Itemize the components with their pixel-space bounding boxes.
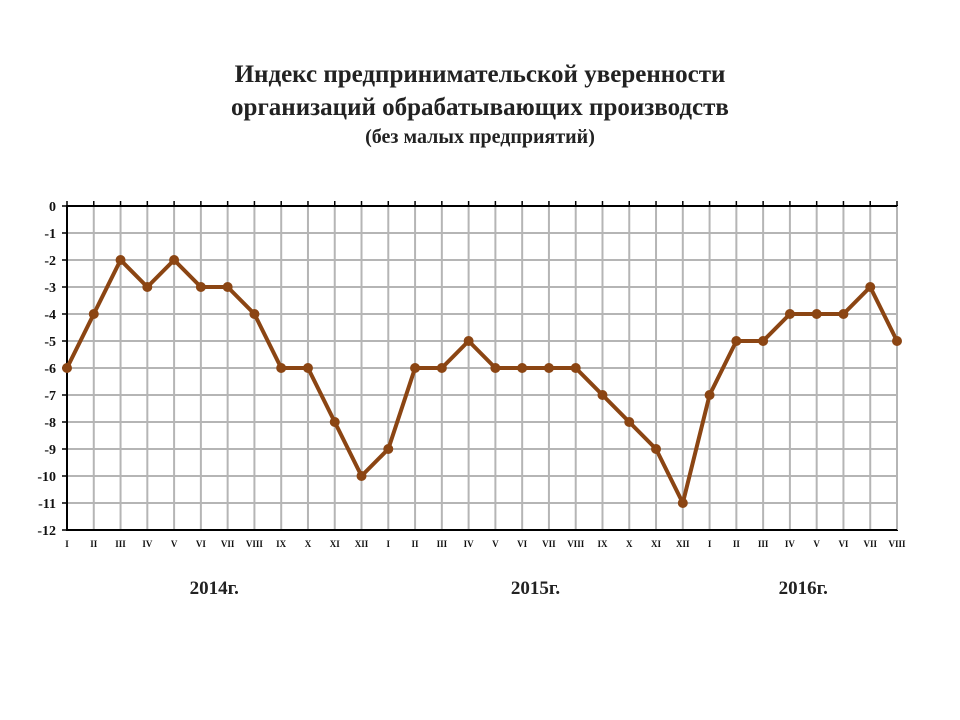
y-tick-label: -9: [44, 443, 56, 458]
chart-title-block: Индекс предпринимательской уверенности о…: [0, 58, 960, 150]
data-point: [410, 363, 421, 373]
data-point: [249, 309, 260, 319]
data-point: [169, 255, 180, 265]
x-tick-label: XI: [330, 539, 340, 549]
data-point: [704, 390, 715, 400]
x-tick-label: V: [813, 539, 820, 549]
x-tick-label: VII: [221, 539, 235, 549]
data-point: [784, 309, 795, 319]
year-label: 2014г.: [190, 578, 239, 599]
chart-title-line-2: организаций обрабатывающих производств: [231, 94, 729, 121]
x-tick-label: VI: [196, 539, 206, 549]
y-tick-label: -12: [37, 524, 56, 539]
x-tick-label: VI: [517, 539, 527, 549]
data-point: [758, 336, 769, 346]
data-point: [838, 309, 849, 319]
data-point: [276, 363, 287, 373]
data-point: [302, 363, 313, 373]
x-tick-label: II: [412, 539, 420, 549]
chart-title-line-1: Индекс предпринимательской уверенности: [234, 61, 726, 88]
data-point: [329, 417, 340, 427]
data-point: [892, 336, 902, 346]
x-tick-label: III: [758, 539, 769, 549]
x-tick-label: XI: [651, 539, 661, 549]
data-point: [356, 471, 367, 481]
x-tick-label: V: [492, 539, 499, 549]
x-tick-label: VIII: [246, 539, 264, 549]
data-point: [811, 309, 822, 319]
y-tick-label: -11: [38, 497, 56, 512]
x-tick-label: IV: [785, 539, 796, 549]
x-tick-label: IV: [464, 539, 475, 549]
data-point: [436, 363, 447, 373]
y-tick-label: -7: [44, 389, 56, 404]
y-tick-label: -2: [44, 254, 56, 269]
x-tick-label: VIII: [567, 539, 585, 549]
y-tick-label: -1: [44, 227, 56, 242]
x-tick-label: II: [90, 539, 98, 549]
y-tick-label: -4: [44, 308, 56, 323]
data-point: [383, 444, 394, 454]
data-point: [597, 390, 608, 400]
x-tick-label: X: [626, 539, 633, 549]
x-tick-label: III: [115, 539, 126, 549]
y-tick-label: -3: [44, 281, 56, 296]
x-tick-label: I: [65, 539, 69, 549]
data-point: [651, 444, 662, 454]
y-tick-label: -10: [37, 470, 56, 485]
data-point: [677, 498, 688, 508]
data-point: [543, 363, 554, 373]
data-point: [517, 363, 528, 373]
data-point: [624, 417, 635, 427]
x-tick-label: II: [733, 539, 741, 549]
x-tick-label: IX: [276, 539, 287, 549]
data-point: [115, 255, 126, 265]
y-tick-label: -6: [44, 362, 56, 377]
x-tick-label: VII: [863, 539, 877, 549]
data-point: [865, 282, 876, 292]
x-tick-label: X: [305, 539, 312, 549]
x-tick-label: IX: [597, 539, 608, 549]
year-label: 2016г.: [779, 578, 828, 599]
x-tick-label: I: [708, 539, 712, 549]
x-tick-label: VIII: [888, 539, 906, 549]
x-tick-label: XII: [355, 539, 369, 549]
data-point: [195, 282, 206, 292]
x-tick-label: I: [387, 539, 391, 549]
x-tick-label: IV: [142, 539, 153, 549]
x-tick-label: XII: [676, 539, 690, 549]
data-point: [88, 309, 99, 319]
year-label: 2015г.: [511, 578, 560, 599]
y-tick-label: 0: [49, 200, 56, 215]
x-tick-label: VII: [542, 539, 556, 549]
data-point: [463, 336, 474, 346]
y-tick-label: -5: [44, 335, 56, 350]
data-point: [62, 363, 72, 373]
data-point: [222, 282, 233, 292]
data-point: [490, 363, 501, 373]
x-tick-label: III: [437, 539, 448, 549]
x-tick-label: V: [171, 539, 178, 549]
x-tick-label: VI: [838, 539, 848, 549]
data-point: [142, 282, 153, 292]
y-tick-label: -8: [44, 416, 56, 431]
data-point: [570, 363, 581, 373]
data-point: [731, 336, 742, 346]
chart-subtitle: (без малых предприятий): [365, 126, 595, 148]
